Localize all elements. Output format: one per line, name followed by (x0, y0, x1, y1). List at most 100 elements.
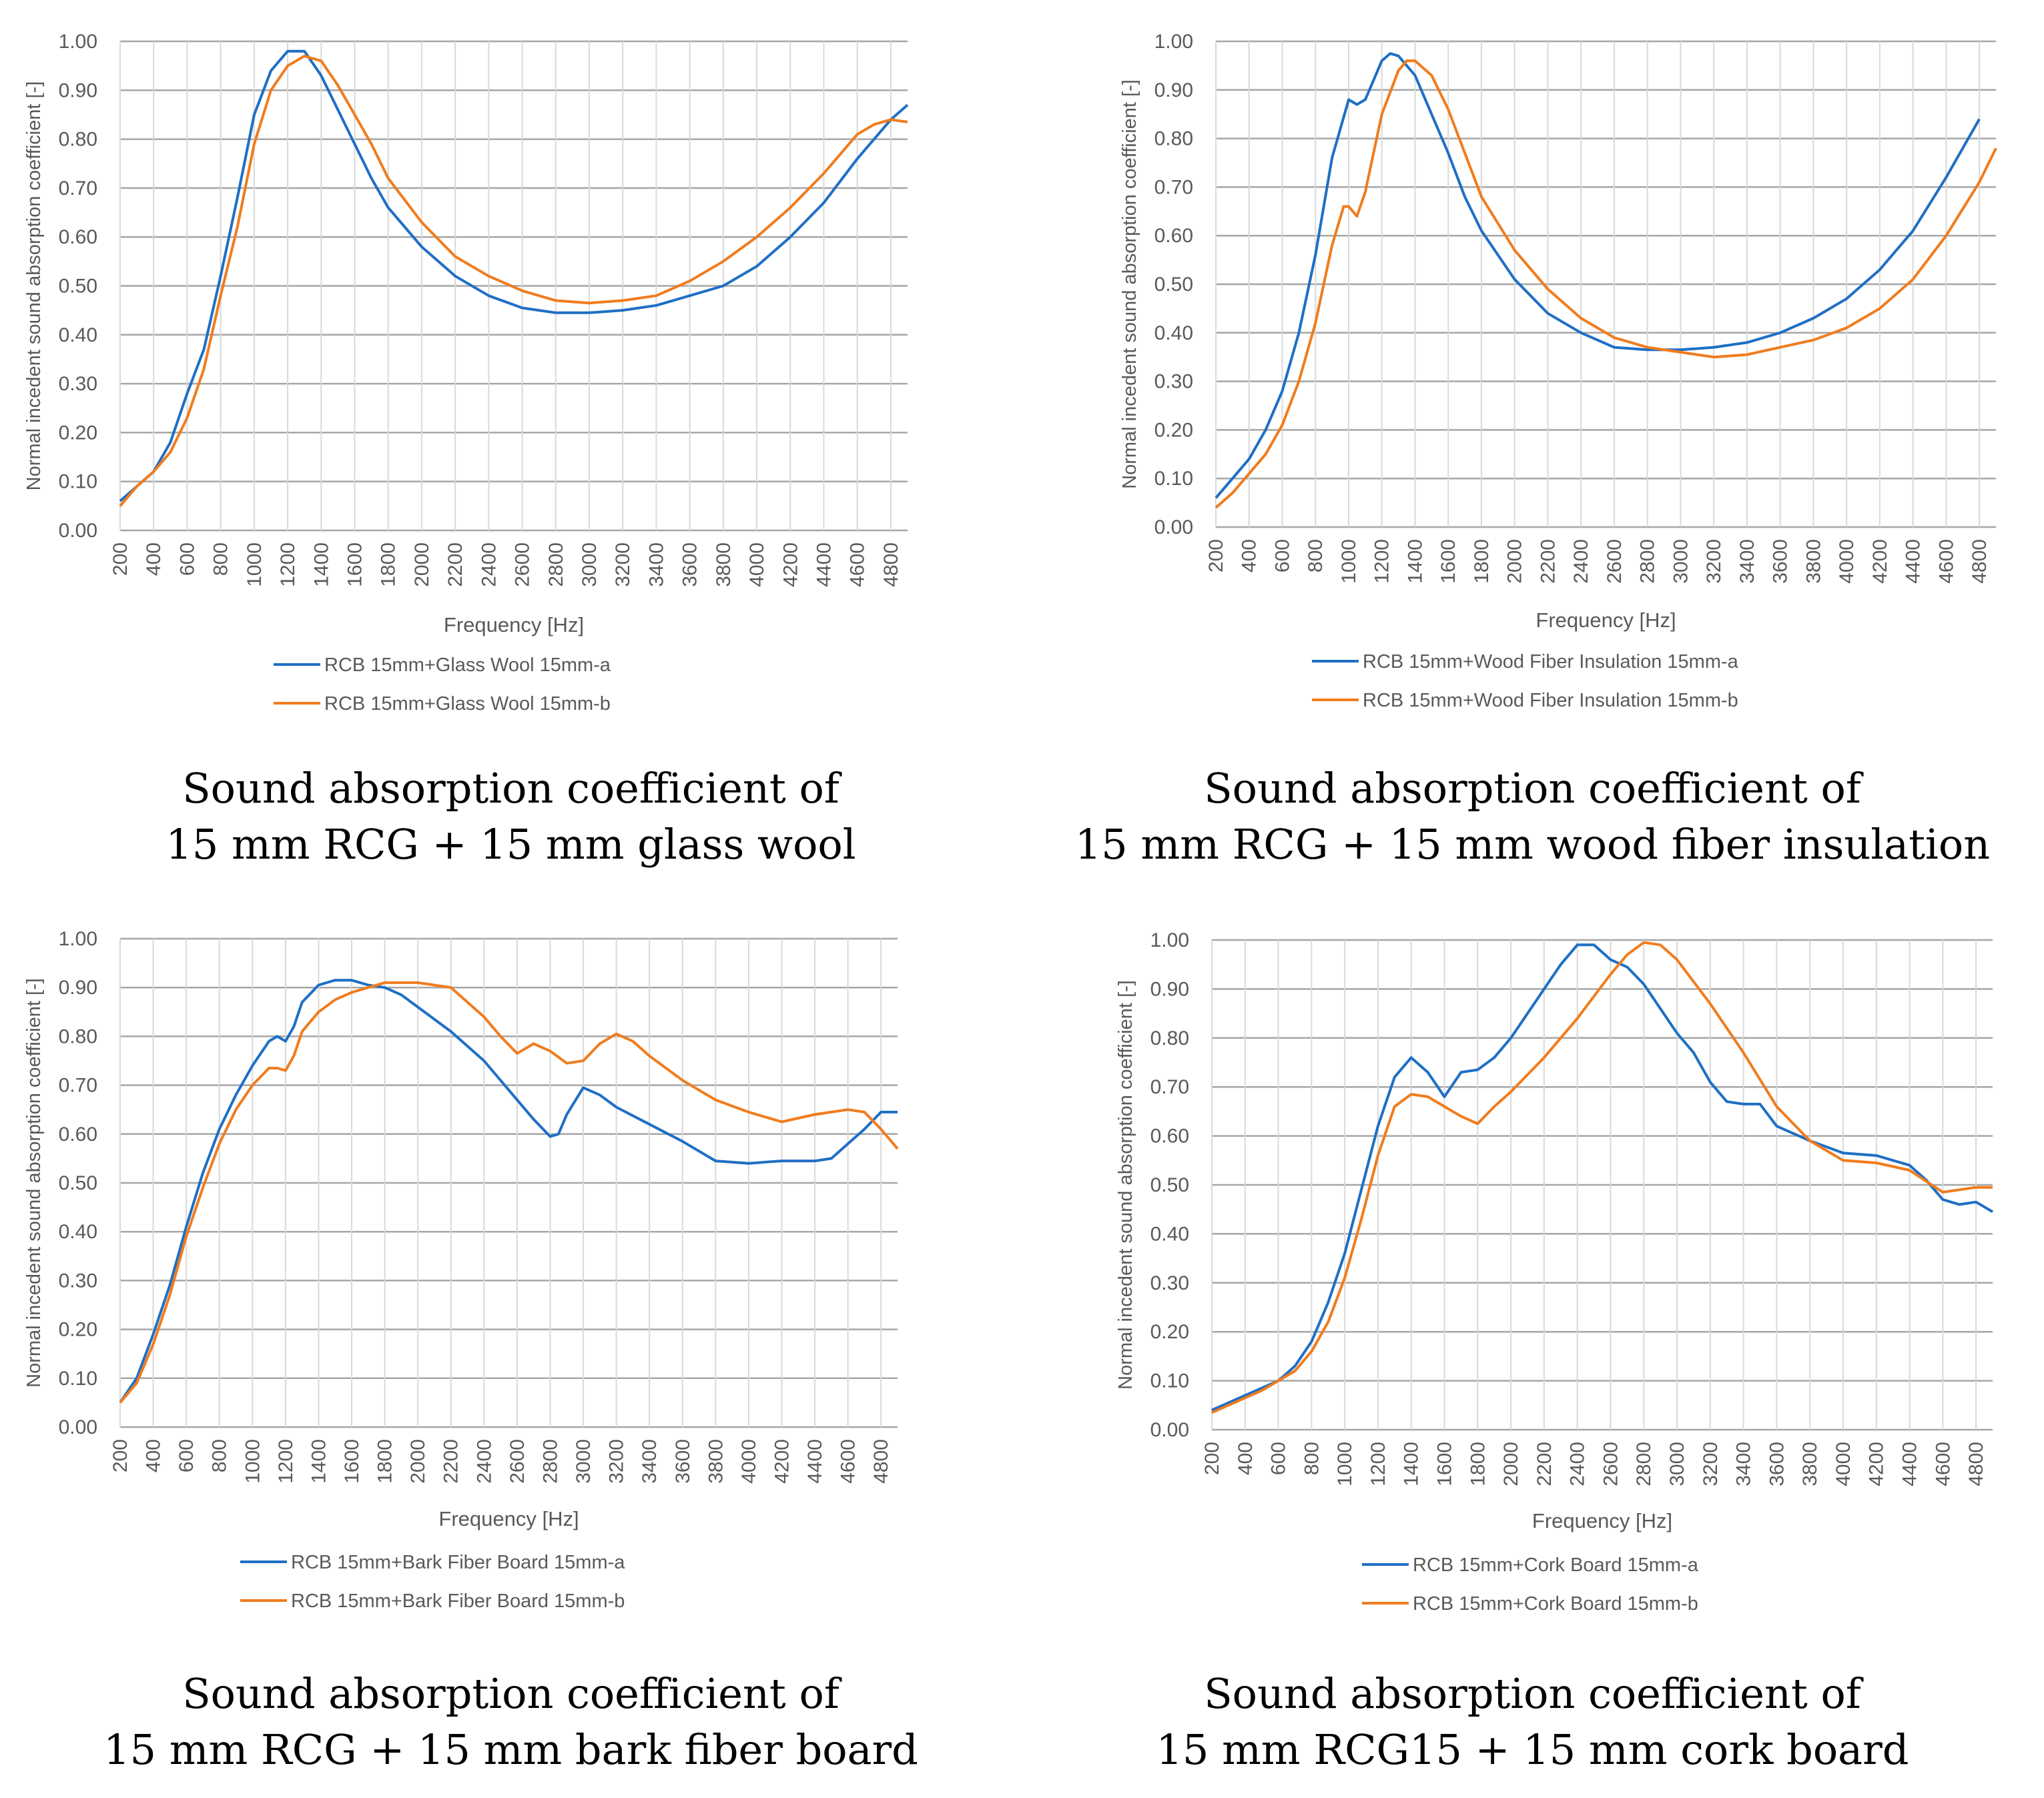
y-tick-label: 0.90 (59, 79, 97, 101)
x-tick-label: 1600 (1437, 539, 1459, 584)
x-tick-label: 3000 (573, 1439, 595, 1484)
caption-line-1: Sound absorption coefficient of (1204, 764, 1861, 813)
x-tick-label: 600 (1268, 1442, 1290, 1475)
y-tick-label: 1.00 (59, 928, 97, 950)
x-tick-label: 3800 (1802, 539, 1824, 584)
y-tick-label: 0.50 (1150, 1174, 1189, 1196)
y-tick-label: 0.20 (1150, 1321, 1189, 1343)
legend-entry: RCB 15mm+Wood Fiber Insulation 15mm-b (1363, 690, 1738, 711)
x-tick-label: 1200 (1371, 539, 1393, 584)
x-tick-label: 3800 (705, 1439, 727, 1484)
x-tick-label: 1800 (1467, 1442, 1489, 1486)
x-tick-label: 4600 (1932, 1442, 1954, 1486)
x-tick-label: 2200 (440, 1439, 462, 1484)
x-tick-label: 3600 (1770, 539, 1792, 584)
x-tick-label: 1200 (1367, 1442, 1389, 1486)
legend-entry: RCB 15mm+Glass Wool 15mm-b (324, 693, 611, 715)
x-tick-label: 2200 (444, 542, 466, 587)
x-tick-label: 800 (1301, 1442, 1323, 1475)
x-tick-label: 200 (1201, 1442, 1223, 1475)
x-tick-label: 1000 (242, 1439, 264, 1484)
x-tick-label: 1800 (374, 1439, 396, 1484)
y-tick-label: 0.00 (59, 520, 97, 542)
series-line-b (1211, 941, 1993, 1414)
y-tick-label: 0.10 (59, 1368, 97, 1390)
y-tick-label: 0.20 (59, 422, 97, 444)
x-tick-label: 2600 (1604, 539, 1626, 584)
x-tick-label: 4800 (880, 542, 902, 587)
x-tick-label: 4400 (813, 542, 835, 587)
y-axis-title: Normal incedent sound absorption coeffic… (23, 81, 45, 491)
x-tick-label: 4000 (738, 1439, 760, 1484)
y-tick-label: 0.40 (1154, 322, 1193, 344)
caption-line-2: 15 mm RCG + 15 mm wood fiber insulation (1074, 820, 1991, 869)
x-tick-label: 2600 (1600, 1442, 1622, 1486)
x-tick-label: 3800 (713, 542, 735, 587)
y-tick-label: 0.80 (1150, 1027, 1189, 1049)
y-tick-label: 0.80 (59, 129, 97, 151)
legend-entry: RCB 15mm+Bark Fiber Board 15mm-a (291, 1552, 625, 1573)
y-tick-label: 0.70 (59, 177, 97, 199)
y-tick-label: 0.30 (59, 1270, 97, 1292)
y-tick-label: 0.20 (59, 1319, 97, 1341)
y-tick-label: 0.90 (59, 977, 97, 999)
series-line-a (119, 979, 898, 1404)
y-tick-label: 0.40 (59, 324, 97, 346)
x-tick-label: 4000 (1836, 539, 1858, 584)
x-tick-label: 2000 (1500, 1442, 1522, 1486)
x-tick-label: 3000 (579, 542, 601, 587)
x-tick-label: 3200 (1703, 539, 1725, 584)
x-tick-label: 4200 (1869, 539, 1891, 584)
y-tick-label: 0.60 (59, 1123, 97, 1146)
x-tick-label: 1200 (275, 1439, 297, 1484)
x-tick-label: 2200 (1534, 1442, 1556, 1486)
y-axis-title: Normal incedent sound absorption coeffic… (1119, 79, 1140, 489)
x-tick-label: 2400 (478, 542, 500, 587)
y-tick-label: 0.40 (1150, 1223, 1189, 1245)
x-tick-label: 1800 (378, 542, 400, 587)
x-tick-label: 600 (1271, 539, 1293, 572)
caption-line-1: Sound absorption coefficient of (182, 1669, 839, 1718)
x-tick-label: 1200 (277, 542, 299, 587)
x-tick-label: 3200 (1700, 1442, 1722, 1486)
x-tick-label: 3800 (1799, 1442, 1821, 1486)
x-tick-label: 3000 (1666, 1442, 1688, 1486)
x-tick-label: 400 (1239, 539, 1261, 572)
x-tick-label: 400 (143, 542, 165, 576)
x-tick-label: 1600 (341, 1439, 363, 1484)
x-tick-label: 4400 (804, 1439, 826, 1484)
y-tick-label: 0.30 (1154, 371, 1193, 393)
x-tick-label: 2400 (473, 1439, 495, 1484)
x-tick-label: 4400 (1899, 1442, 1921, 1486)
x-tick-label: 2000 (407, 1439, 429, 1484)
legend-entry: RCB 15mm+Cork Board 15mm-b (1413, 1593, 1698, 1615)
y-tick-label: 0.70 (1154, 176, 1193, 198)
x-tick-label: 4800 (1969, 539, 1991, 584)
legend-entry: RCB 15mm+Cork Board 15mm-a (1413, 1554, 1699, 1576)
x-axis-title: Frequency [Hz] (1536, 608, 1676, 632)
x-tick-label: 4000 (746, 542, 768, 587)
x-tick-label: 4000 (1832, 1442, 1854, 1486)
x-tick-label: 1600 (344, 542, 366, 587)
chart-cork-board: 0.00 0.10 0.20 0.30 0.40 0.50 0.60 0.70 0.80 0.90… (1115, 929, 1994, 1615)
x-tick-label: 400 (1235, 1442, 1257, 1475)
series-line-a (1215, 52, 1981, 499)
x-tick-label: 2800 (1633, 1442, 1655, 1486)
y-tick-label: 0.90 (1154, 79, 1193, 101)
x-tick-label: 2800 (539, 1439, 561, 1484)
chart-glass-wool: 0.00 0.10 0.20 0.30 0.40 0.50 0.60 0.70 0.80 0.90… (23, 31, 909, 715)
caption-line-1: Sound absorption coefficient of (182, 764, 839, 813)
series-line-b (1215, 59, 1997, 509)
y-tick-label: 0.60 (1150, 1126, 1189, 1148)
y-axis-title: Normal incedent sound absorption coeffic… (1115, 980, 1136, 1390)
x-tick-label: 4200 (1866, 1442, 1888, 1486)
x-tick-label: 1000 (1334, 1442, 1356, 1486)
x-axis-title: Frequency [Hz] (438, 1507, 579, 1530)
x-tick-label: 600 (176, 542, 198, 576)
x-tick-label: 1000 (1338, 539, 1360, 584)
x-tick-label: 4800 (870, 1439, 892, 1484)
y-tick-label: 0.10 (1150, 1370, 1189, 1392)
x-tick-label: 4800 (1965, 1442, 1987, 1486)
x-tick-label: 1400 (308, 1439, 330, 1484)
x-tick-label: 3600 (672, 1439, 694, 1484)
